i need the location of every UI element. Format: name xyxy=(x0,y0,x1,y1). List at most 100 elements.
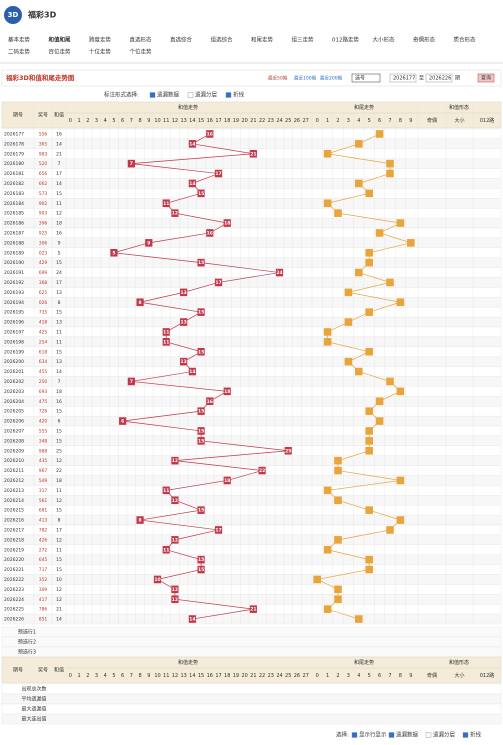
checkbox[interactable] xyxy=(388,732,395,738)
select-text: 选号 xyxy=(355,75,365,82)
preselect-label: 预选行3 xyxy=(18,649,36,656)
issue: 2026219 xyxy=(4,547,24,553)
tail-marker xyxy=(355,367,363,376)
sum-value: 15 xyxy=(56,567,62,573)
tail-col-label: 5 xyxy=(368,118,371,124)
sum-marker-label: 14 xyxy=(189,617,195,623)
sum-marker xyxy=(223,476,231,485)
prize-number: 250 xyxy=(39,379,48,385)
sum-marker xyxy=(197,506,205,514)
sum-col-label: 8 xyxy=(138,673,141,679)
sum-marker xyxy=(127,159,135,168)
sum-marker-label: 12 xyxy=(172,458,178,464)
issue: 2026198 xyxy=(4,339,24,345)
nav-link[interactable]: 直选形态 xyxy=(130,36,153,44)
nav-link[interactable]: 组选综合 xyxy=(211,36,234,44)
issue: 2026180 xyxy=(4,161,24,167)
issue: 2026222 xyxy=(4,577,24,583)
sum-col-label: 1 xyxy=(77,118,80,124)
footer-option[interactable]: 遗漏数据 xyxy=(396,731,419,739)
option-text[interactable]: 遗漏分层 xyxy=(195,91,218,99)
issue: 2026207 xyxy=(4,428,24,434)
nav-link[interactable]: 基本走势 xyxy=(8,36,31,44)
sum-marker-label: 16 xyxy=(207,230,213,236)
sum-col-label: 3 xyxy=(95,673,98,679)
range-link[interactable]: 最近50期 xyxy=(268,75,288,82)
sum-col-label: 2 xyxy=(86,673,89,679)
sum-marker-label: 21 xyxy=(250,151,256,157)
logo-text: 3D xyxy=(8,11,19,19)
range-link[interactable]: 最近100期 xyxy=(294,75,317,82)
footer-option[interactable]: 显示行显示 xyxy=(359,731,387,739)
footer-option[interactable]: 折线 xyxy=(470,731,482,739)
form-col-label: 奇偶 xyxy=(427,117,437,124)
row-bg xyxy=(1,455,502,466)
nav-link[interactable]: 质合形态 xyxy=(454,36,477,44)
select-box[interactable] xyxy=(351,73,381,83)
sum-col-label: 24 xyxy=(276,118,282,124)
sum-col-label: 16 xyxy=(207,118,213,124)
query-button[interactable] xyxy=(477,73,495,83)
sum-col-label: 27 xyxy=(302,118,308,124)
nav-link[interactable]: 百位走势 xyxy=(49,48,72,56)
sum-marker xyxy=(214,169,223,178)
option-text[interactable]: 折线 xyxy=(233,91,245,99)
checkbox[interactable] xyxy=(149,92,156,98)
sum-marker xyxy=(214,526,223,534)
nav-link[interactable]: 和尾走势 xyxy=(251,36,274,44)
nav-link[interactable]: 大小形态 xyxy=(373,36,396,44)
nav-link[interactable]: 个位走势 xyxy=(130,48,153,56)
tail-marker xyxy=(375,229,384,237)
checkbox[interactable] xyxy=(225,92,232,98)
sum-col-label: 0 xyxy=(69,118,72,124)
row-bg xyxy=(1,307,502,318)
nav-link[interactable]: 十位走势 xyxy=(89,48,112,56)
nav-link[interactable]: 组三走势 xyxy=(292,36,315,44)
row-bg xyxy=(1,475,502,486)
range-link[interactable]: 最近200期 xyxy=(320,75,343,82)
nav-link[interactable]: 和值和尾 xyxy=(49,36,72,44)
option-text[interactable]: 遗漏数据 xyxy=(157,91,180,99)
prize-number: 475 xyxy=(39,399,48,405)
sum-col-label: 15 xyxy=(198,118,204,124)
checkbox[interactable] xyxy=(187,92,194,98)
sum-marker xyxy=(214,278,223,287)
prize-number: 967 xyxy=(39,468,48,474)
nav-link[interactable]: 012路走势 xyxy=(332,36,359,44)
row-bg xyxy=(1,415,502,427)
row-bg xyxy=(1,505,502,516)
checkbox[interactable] xyxy=(425,732,432,738)
prize-number: 309 xyxy=(39,587,48,593)
stats-label: 出现总次数 xyxy=(21,686,46,693)
tail-marker xyxy=(334,536,342,544)
sum-col-label: 11 xyxy=(163,673,169,679)
header-sum: 和值 xyxy=(54,112,64,119)
nav-link[interactable]: 奇偶形态 xyxy=(413,36,436,44)
sum-marker-label: 18 xyxy=(224,389,230,395)
nav-link[interactable]: 跨度走势 xyxy=(89,36,112,44)
sum-value: 15 xyxy=(56,260,62,266)
checkbox[interactable] xyxy=(351,732,358,738)
issue: 2026226 xyxy=(4,617,24,623)
prize-number: 429 xyxy=(39,260,48,266)
sum-marker xyxy=(162,545,170,554)
issue: 2026199 xyxy=(4,349,24,355)
tail-marker xyxy=(323,338,332,346)
nav-link[interactable]: 二码走势 xyxy=(8,48,31,56)
footer-option[interactable]: 遗漏分层 xyxy=(433,731,456,739)
prize-number: 735 xyxy=(39,310,48,316)
nav-link[interactable]: 直选综合 xyxy=(170,36,193,44)
prize-number: 573 xyxy=(39,191,48,197)
sum-col-label: 6 xyxy=(121,118,124,124)
input-box[interactable] xyxy=(425,73,453,83)
sum-marker-label: 15 xyxy=(198,409,204,415)
checkbox[interactable] xyxy=(462,732,469,738)
prize-number: 425 xyxy=(39,329,48,335)
issue: 2026181 xyxy=(4,171,24,177)
input-box[interactable] xyxy=(389,73,417,83)
prize-number: 555 xyxy=(39,428,48,434)
tail-col-label: 0 xyxy=(316,673,319,679)
stats-label: 最大遗漏值 xyxy=(21,706,46,713)
query-text[interactable]: 查询 xyxy=(481,75,491,82)
tail-col-label: 2 xyxy=(336,673,339,679)
